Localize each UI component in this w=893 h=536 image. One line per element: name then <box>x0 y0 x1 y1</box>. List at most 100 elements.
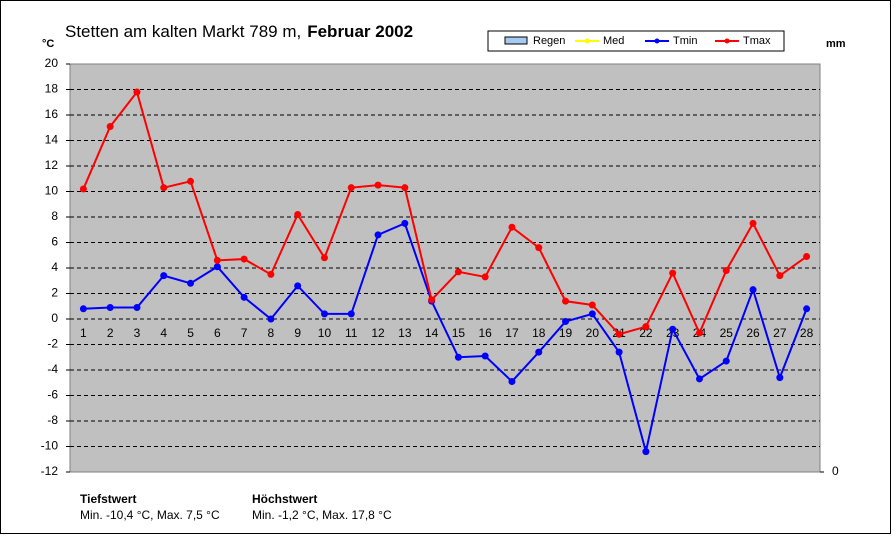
y-tick-label: 16 <box>45 107 59 121</box>
data-point <box>320 254 328 262</box>
x-tick-label: 11 <box>345 326 358 340</box>
data-point <box>695 375 703 383</box>
y2-tick-label: 0 <box>832 464 839 478</box>
data-point <box>374 231 382 239</box>
data-point <box>347 184 355 192</box>
x-tick-label: 2 <box>107 326 114 340</box>
legend-label: Regen <box>533 35 565 47</box>
legend-label: Med <box>603 35 624 47</box>
data-point <box>213 263 221 271</box>
data-point <box>722 267 730 275</box>
y-tick-label: -8 <box>47 413 58 427</box>
data-point <box>481 352 489 360</box>
legend-label: Tmin <box>673 35 697 47</box>
x-tick-label: 1 <box>80 326 87 340</box>
y-tick-label: 14 <box>45 133 59 147</box>
y-tick-label: -2 <box>47 337 58 351</box>
data-point <box>642 323 650 331</box>
annotation-heading: Tiefstwert <box>80 492 136 506</box>
x-tick-label: 22 <box>639 326 653 340</box>
data-point <box>187 279 195 287</box>
legend-swatch <box>504 36 528 45</box>
annotation-heading: Höchstwert <box>252 492 317 506</box>
data-point <box>803 305 811 313</box>
y-tick-label: 2 <box>51 286 58 300</box>
data-point <box>401 184 409 192</box>
data-point <box>695 329 703 337</box>
data-point <box>562 318 570 326</box>
data-point <box>588 310 596 318</box>
data-point <box>133 88 141 96</box>
data-point <box>374 181 382 189</box>
data-point <box>401 219 409 227</box>
x-tick-label: 14 <box>425 326 439 340</box>
data-point <box>508 377 516 385</box>
legend-marker <box>654 38 660 44</box>
data-point <box>240 293 248 301</box>
data-point <box>535 244 543 252</box>
data-point <box>749 286 757 294</box>
y-tick-label: -4 <box>47 362 58 376</box>
x-tick-label: 10 <box>318 326 332 340</box>
data-point <box>106 122 114 130</box>
y-tick-label: 0 <box>51 311 58 325</box>
data-point <box>535 348 543 356</box>
title-month: Februar 2002 <box>307 22 413 41</box>
data-point <box>294 210 302 218</box>
chart-title: Stetten am kalten Markt 789 m, Februar 20… <box>65 22 413 41</box>
y-tick-label: 6 <box>51 235 58 249</box>
data-point <box>803 253 811 261</box>
data-point <box>642 448 650 456</box>
data-point <box>669 325 677 333</box>
y-tick-label: -10 <box>41 439 59 453</box>
y-tick-label: 8 <box>51 209 58 223</box>
y-tick-label: 20 <box>45 56 59 70</box>
y-axis-label: °C <box>42 38 54 50</box>
y-tick-label: -12 <box>41 464 59 478</box>
x-tick-label: 7 <box>241 326 248 340</box>
data-point <box>615 330 623 338</box>
x-tick-label: 28 <box>800 326 814 340</box>
data-point <box>428 296 436 304</box>
x-tick-label: 5 <box>187 326 194 340</box>
x-tick-label: 17 <box>505 326 519 340</box>
data-point <box>106 304 114 312</box>
data-point <box>160 272 168 280</box>
data-point <box>508 223 516 231</box>
data-point <box>454 353 462 361</box>
x-tick-label: 18 <box>532 326 546 340</box>
legend <box>487 30 785 52</box>
y-tick-label: 12 <box>45 158 59 172</box>
legend-marker <box>724 38 730 44</box>
y2-axis-label: mm <box>826 38 846 50</box>
data-point <box>320 310 328 318</box>
data-point <box>347 310 355 318</box>
x-tick-label: 15 <box>452 326 466 340</box>
series-line <box>83 222 808 452</box>
data-point <box>749 219 757 227</box>
data-point <box>562 297 570 305</box>
x-tick-label: 6 <box>214 326 221 340</box>
annotation-text: Min. -10,4 °C, Max. 7,5 °C <box>80 508 220 522</box>
y-tick-label: -6 <box>47 388 58 402</box>
data-point <box>213 256 221 264</box>
data-point <box>615 348 623 356</box>
x-tick-label: 12 <box>371 326 385 340</box>
legend-marker <box>584 38 590 44</box>
y-tick-label: 18 <box>45 82 59 96</box>
annotation-text: Min. -1,2 °C, Max. 17,8 °C <box>252 508 392 522</box>
x-tick-label: 3 <box>134 326 141 340</box>
x-tick-label: 16 <box>478 326 492 340</box>
x-tick-label: 27 <box>773 326 787 340</box>
data-point <box>722 357 730 365</box>
x-tick-label: 26 <box>746 326 760 340</box>
data-point <box>79 305 87 313</box>
data-point <box>267 315 275 323</box>
x-tick-label: 4 <box>160 326 167 340</box>
data-point <box>267 270 275 278</box>
data-point <box>294 282 302 290</box>
data-point <box>776 374 784 382</box>
data-point <box>240 255 248 263</box>
x-tick-label: 25 <box>720 326 734 340</box>
data-point <box>79 185 87 193</box>
